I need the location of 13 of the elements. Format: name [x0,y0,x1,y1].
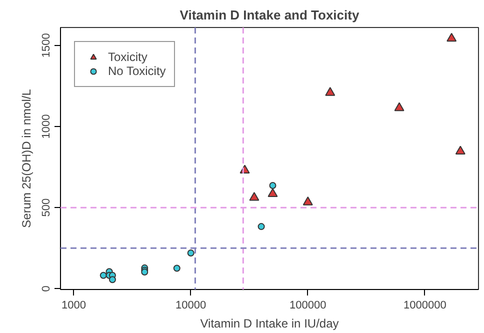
x-tick-label: 100000 [290,300,326,312]
y-tick-label: 1500 [40,33,52,58]
x-axis-title: Vitamin D Intake in IU/day [200,316,339,330]
y-tick-label: 1000 [40,114,52,139]
chart-title: Vitamin D Intake and Toxicity [180,8,360,22]
y-tick-label: 500 [40,198,52,217]
legend-label: No Toxicity [108,64,166,78]
x-tick-label: 1000 [62,300,86,312]
x-tick-label: 1000000 [403,300,446,312]
x-tick-label: 10000 [176,300,206,312]
legend-label: Toxicity [108,50,148,64]
y-tick-label: 0 [40,286,52,292]
y-axis-title: Serum 25(OH)D in nmol/L [20,88,34,228]
